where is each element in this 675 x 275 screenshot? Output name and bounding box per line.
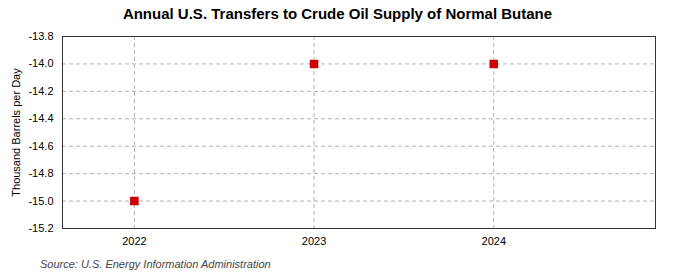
- svg-text:Thousand Barrels per Day: Thousand Barrels per Day: [10, 68, 22, 197]
- svg-text:-14.0: -14.0: [28, 57, 53, 69]
- svg-text:-13.8: -13.8: [28, 30, 53, 42]
- svg-text:-14.8: -14.8: [28, 167, 53, 179]
- svg-text:-15.2: -15.2: [28, 222, 53, 234]
- svg-text:-15.0: -15.0: [28, 195, 53, 207]
- svg-text:2024: 2024: [482, 235, 506, 247]
- svg-text:-14.4: -14.4: [28, 112, 53, 124]
- svg-text:-14.2: -14.2: [28, 85, 53, 97]
- html-text:Annual U.S. Transfers to Crude: Annual U.S. Transfers to Crude Oil Suppl…: [122, 5, 553, 22]
- svg-text:2023: 2023: [302, 235, 326, 247]
- svg-text:2022: 2022: [122, 235, 146, 247]
- html-text:Source: U.S. Energy Informatio: Source: U.S. Energy Information Administ…: [40, 258, 271, 270]
- svg-text:-14.6: -14.6: [28, 140, 53, 152]
